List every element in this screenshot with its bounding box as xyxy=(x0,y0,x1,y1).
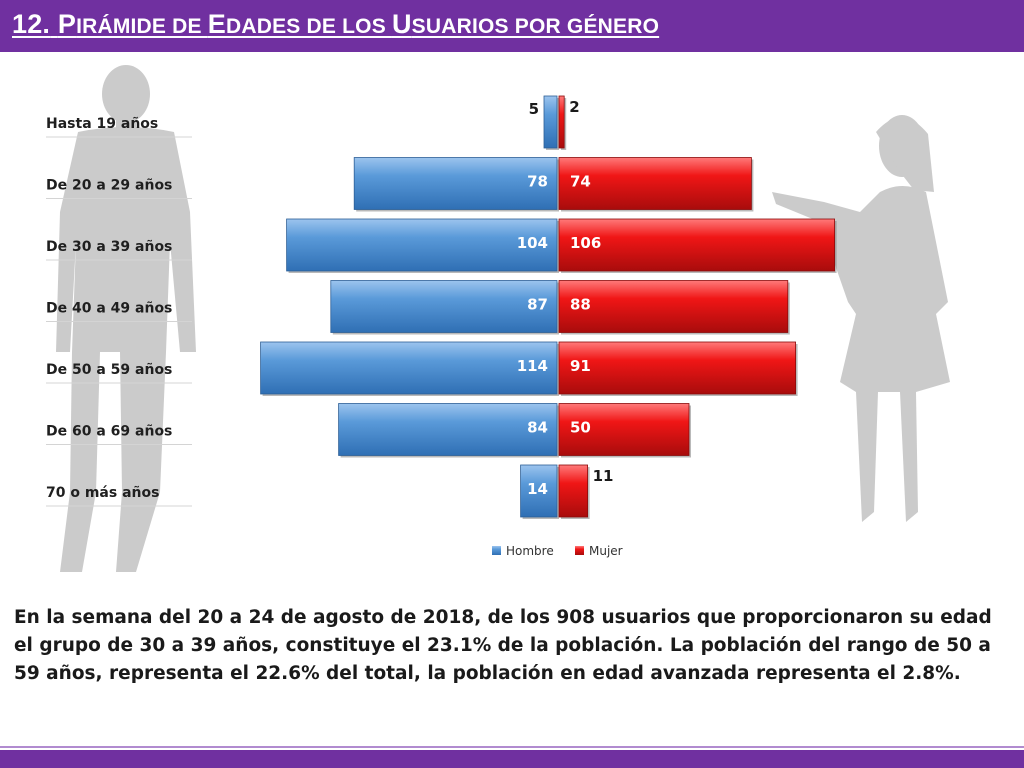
category-label: Hasta 19 años xyxy=(46,116,158,132)
bar-mujer xyxy=(558,218,836,272)
value-label-hombre: 78 xyxy=(527,173,548,191)
bar-hombre xyxy=(353,157,558,210)
woman-silhouette-icon xyxy=(772,115,950,522)
title-segment-1-cap: P xyxy=(57,9,77,39)
value-label-hombre: 84 xyxy=(527,419,548,437)
title-bar: 12. PIRÁMIDE DE EDADES DE LOS USUARIOS P… xyxy=(0,0,1024,52)
footer-bar xyxy=(0,750,1024,768)
category-label: De 20 a 29 años xyxy=(46,178,172,194)
pyramid-rows: Hasta 19 años 5 2 De 20 a 29 años 78 74 De 30 … xyxy=(46,95,837,519)
bar-mujer xyxy=(558,280,789,333)
legend: Hombre Mujer xyxy=(492,544,623,558)
title-number: 12. xyxy=(12,9,51,39)
footer-line xyxy=(0,746,1024,748)
page-title: 12. PIRÁMIDE DE EDADES DE LOS USUARIOS P… xyxy=(12,9,659,40)
category-label: De 40 a 49 años xyxy=(46,301,172,317)
legend-hombre-label: Hombre xyxy=(506,544,554,558)
title-segment-1-rest: IRÁMIDE DE xyxy=(76,15,208,38)
bar-mujer xyxy=(558,464,589,518)
category-label: De 50 a 59 años xyxy=(46,362,172,378)
category-label: 70 o más años xyxy=(46,485,159,501)
bar-mujer xyxy=(558,95,565,149)
bar-mujer xyxy=(558,403,690,456)
value-label-hombre: 104 xyxy=(517,234,548,252)
title-segment-2-cap: E xyxy=(207,9,226,39)
summary-paragraph: En la semana del 20 a 24 de agosto de 20… xyxy=(14,607,992,684)
value-label-mujer: 11 xyxy=(593,467,614,485)
value-label-hombre: 114 xyxy=(517,357,548,375)
value-label-mujer: 2 xyxy=(569,98,579,116)
value-label-mujer: 106 xyxy=(570,234,601,252)
bar-hombre xyxy=(286,218,558,272)
value-label-mujer: 88 xyxy=(570,296,591,314)
bar-hombre xyxy=(338,403,558,456)
value-label-mujer: 74 xyxy=(570,173,591,191)
category-label: De 60 a 69 años xyxy=(46,424,172,440)
title-segment-3-rest: SUARIOS POR GÉNERO xyxy=(411,15,660,38)
title-segment-2-rest: DADES DE LOS xyxy=(226,15,392,38)
title-segment-3-cap: U xyxy=(391,9,412,39)
value-label-mujer: 91 xyxy=(570,357,591,375)
bar-hombre xyxy=(330,280,558,333)
value-label-hombre: 5 xyxy=(529,100,539,118)
value-label-mujer: 50 xyxy=(570,419,591,437)
value-label-hombre: 87 xyxy=(527,296,548,314)
legend-mujer-swatch xyxy=(575,546,584,555)
population-pyramid-chart: Hasta 19 años 5 2 De 20 a 29 años 78 74 De 30 … xyxy=(46,65,950,572)
bar-hombre xyxy=(520,464,558,518)
bar-hombre xyxy=(260,341,558,395)
bar-mujer xyxy=(558,341,797,395)
bar-hombre xyxy=(543,95,558,149)
bar-mujer xyxy=(558,157,752,210)
legend-mujer-label: Mujer xyxy=(589,544,623,558)
value-label-hombre: 14 xyxy=(527,480,548,498)
legend-hombre-swatch xyxy=(492,546,501,555)
man-silhouette-icon xyxy=(56,65,196,572)
category-label: De 30 a 39 años xyxy=(46,239,172,255)
